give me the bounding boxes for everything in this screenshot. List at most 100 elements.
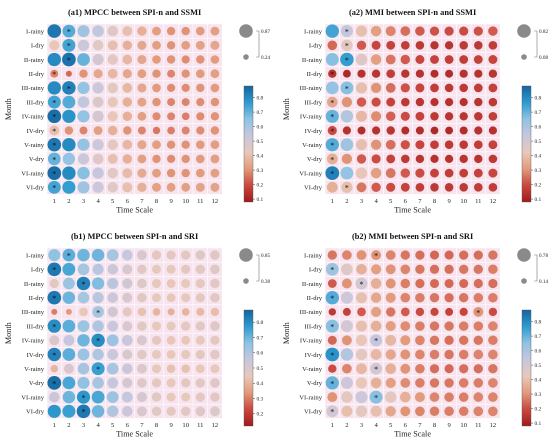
x-tick-label: 12	[212, 422, 219, 429]
best-scale-marker: *	[345, 42, 349, 51]
bubble	[444, 349, 454, 360]
bubble	[137, 40, 147, 50]
bubble	[459, 278, 469, 289]
y-tick-label: V-dry	[307, 380, 323, 387]
bubble	[327, 335, 337, 345]
bubble	[47, 180, 61, 194]
best-scale-marker: *	[67, 56, 71, 65]
bubble	[488, 278, 498, 289]
bubble	[93, 69, 103, 79]
bubble	[137, 264, 147, 275]
bubble	[356, 292, 367, 304]
bubble	[356, 320, 367, 332]
x-tick-label: 2	[67, 198, 70, 205]
bubble	[355, 348, 368, 361]
bubble	[107, 82, 118, 94]
bubble	[64, 126, 74, 135]
colorbar	[521, 309, 532, 427]
best-scale-marker: *	[52, 351, 56, 360]
bubble	[77, 39, 90, 51]
bubble	[473, 278, 483, 289]
bubble	[151, 321, 162, 331]
bubble	[107, 153, 118, 164]
x-tick-label: 7	[418, 422, 422, 429]
bubble	[210, 307, 220, 317]
x-tick-label: 6	[404, 422, 408, 429]
colorbar-tick-label: 0.3	[535, 392, 542, 398]
bubble	[166, 168, 176, 178]
bubble	[151, 378, 162, 388]
bubble	[181, 335, 191, 345]
bubble	[459, 83, 468, 93]
size-legend-min-label: 0.08	[539, 55, 548, 61]
bubble	[325, 24, 339, 38]
colorbar-tick-label: 0.6	[257, 351, 264, 357]
best-scale-marker: *	[52, 184, 56, 193]
size-legend-max-label: 0.85	[261, 253, 270, 259]
y-tick-label: IV-dry	[27, 128, 45, 135]
bubble	[210, 250, 220, 260]
bubble	[370, 320, 382, 332]
bubble	[473, 168, 483, 178]
bubble	[91, 390, 105, 404]
best-scale-marker: *	[52, 141, 56, 150]
bubble	[473, 306, 484, 317]
best-scale-marker: *	[96, 365, 100, 374]
bubble	[196, 307, 205, 316]
panel-title: (a2) MMI between SPI-n and SSMI	[349, 8, 476, 17]
bubble	[181, 55, 190, 64]
bubble	[385, 83, 396, 93]
bubble	[166, 392, 176, 402]
bubble	[195, 378, 206, 388]
bubble	[62, 390, 76, 404]
bubble	[122, 321, 133, 332]
colorbar-tick-label: 0.2	[535, 183, 542, 189]
bubble	[474, 97, 483, 107]
bubble	[107, 405, 119, 417]
bubble	[444, 83, 454, 93]
x-tick-label: 4	[374, 198, 378, 205]
bubble	[195, 250, 206, 260]
bubble	[107, 97, 118, 108]
bubble	[356, 154, 367, 164]
bubble	[93, 126, 103, 135]
colorbar-tick-label: 0.8	[535, 96, 542, 102]
bubble	[325, 262, 339, 276]
bubble	[123, 126, 132, 135]
bubble	[371, 154, 381, 164]
bubble	[488, 364, 498, 374]
x-tick-label: 3	[360, 198, 364, 205]
y-tick-label: V-rainy	[302, 366, 323, 373]
x-tick-label: 1	[53, 422, 56, 429]
bubble	[430, 154, 439, 164]
best-scale-marker: *	[374, 337, 378, 346]
best-scale-marker: *	[374, 394, 378, 403]
size-legend-large-circle	[239, 24, 253, 38]
y-tick-label: V-dry	[29, 380, 45, 387]
bubble	[62, 166, 76, 180]
y-tick-label: IV-dry	[305, 352, 323, 359]
bubble	[400, 363, 411, 374]
bubble	[488, 406, 498, 417]
bubble	[400, 321, 411, 331]
bubble	[340, 110, 354, 123]
bubble	[108, 125, 118, 136]
bubble	[488, 97, 498, 107]
bubble	[107, 320, 119, 332]
bubble	[181, 392, 191, 402]
bubble	[136, 406, 147, 417]
bubble	[341, 153, 353, 165]
bubble	[459, 26, 469, 36]
bubble	[47, 137, 62, 152]
bubble	[92, 181, 104, 193]
bubble	[196, 154, 205, 164]
y-tick-label: VI-rainy	[299, 170, 322, 177]
bubble	[325, 290, 340, 305]
y-tick-label: III-dry	[26, 99, 44, 106]
bubble	[385, 264, 396, 275]
bubble	[62, 24, 76, 38]
bubble	[415, 126, 424, 135]
bubble	[47, 95, 61, 109]
bubble	[196, 168, 205, 178]
bubble	[62, 138, 76, 152]
